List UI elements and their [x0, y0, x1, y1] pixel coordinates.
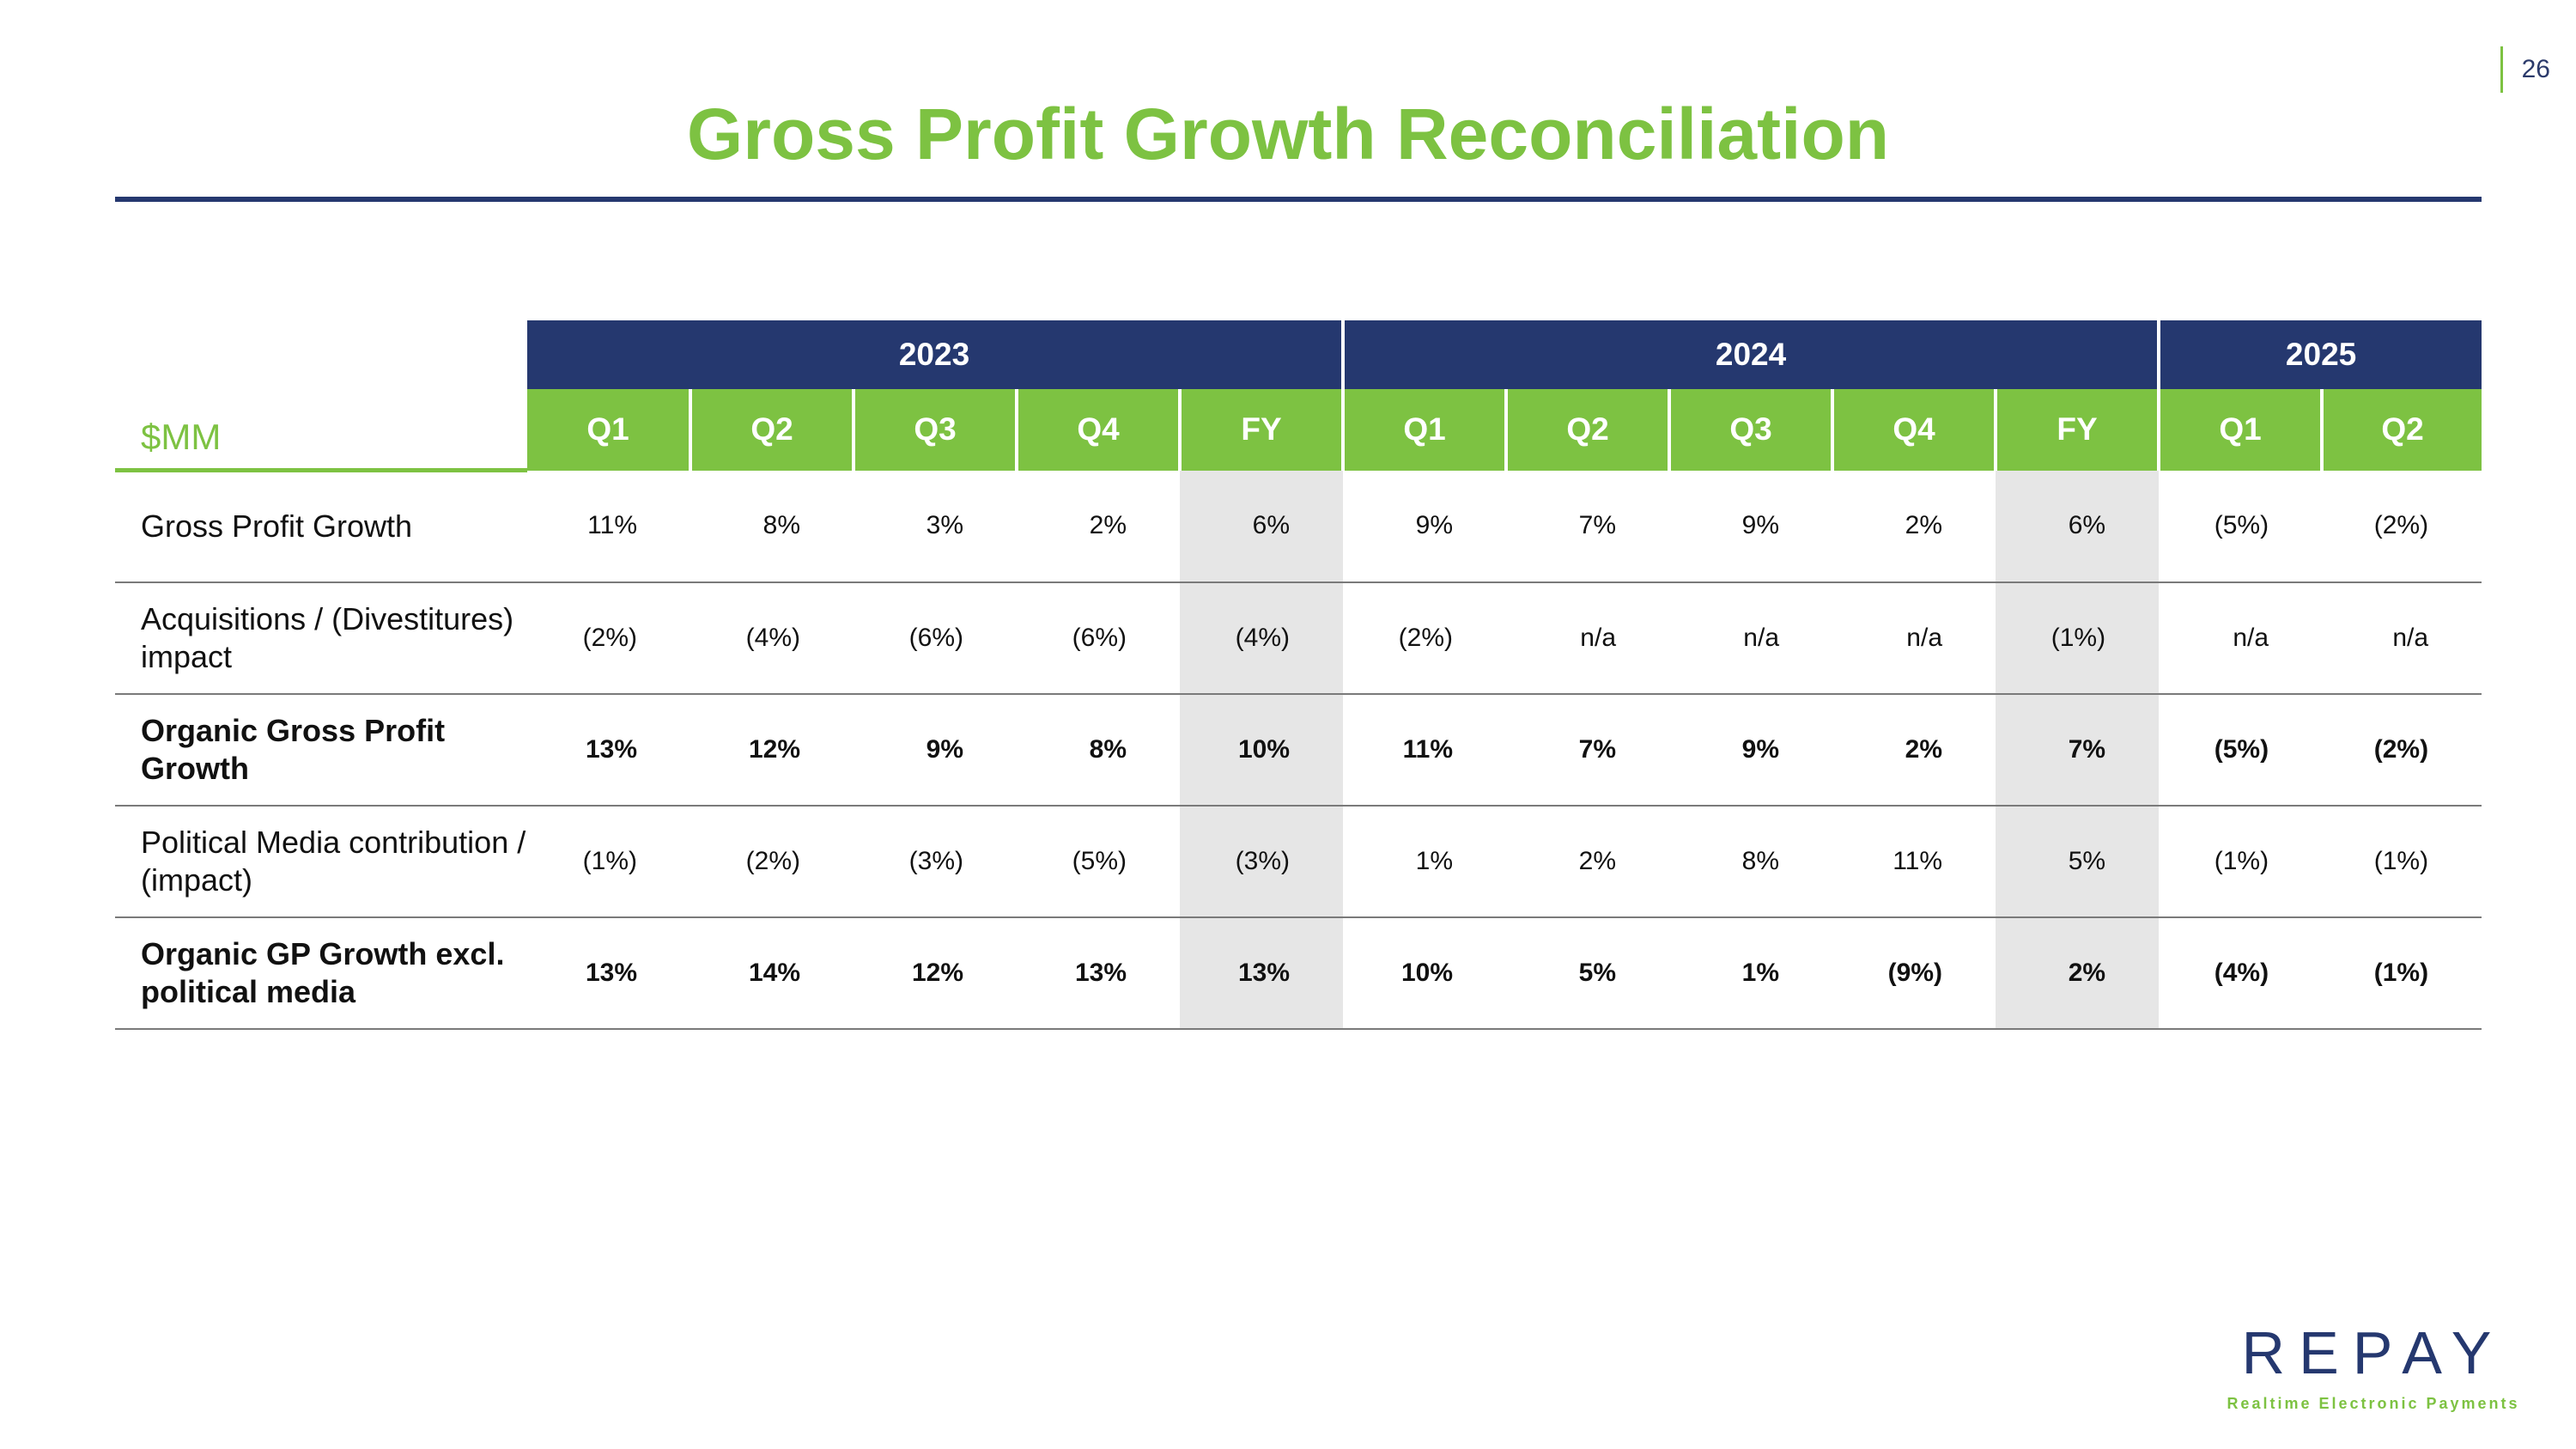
table-cell: 13%	[1017, 916, 1180, 1030]
table-cell: (3%)	[854, 805, 1017, 918]
table-cell: (6%)	[854, 581, 1017, 695]
repay-logo: REPAY Realtime Electronic Payments	[2219, 1323, 2528, 1413]
table-row: Acquisitions / (Divestitures) impact (2%)…	[115, 581, 2482, 695]
table-body: Gross Profit Growth 11% 8% 3% 2% 6% 9% 7% 9% 2% 6%…	[115, 470, 2482, 1030]
table-cell: n/a	[1832, 581, 1996, 695]
table-cell: 5%	[1996, 805, 2160, 918]
table-cell: 11%	[1343, 693, 1507, 807]
table-cell: (5%)	[2159, 693, 2323, 807]
table-cell: 13%	[527, 693, 690, 807]
table-cell: 10%	[1343, 916, 1507, 1030]
table-cell: 5%	[1506, 916, 1670, 1030]
page-number-container: 26	[2500, 46, 2550, 93]
table-cell: n/a	[1669, 581, 1833, 695]
table-cell: 2%	[1832, 693, 1996, 807]
row-label: Gross Profit Growth	[115, 470, 527, 583]
table-cell: 11%	[1832, 805, 1996, 918]
table-cell: 8%	[1017, 693, 1180, 807]
row-label: Organic Gross Profit Growth	[115, 693, 527, 807]
table-cell: 2%	[1996, 916, 2160, 1030]
table-row: Organic GP Growth excl. political media 1…	[115, 916, 2482, 1030]
table-cell: (4%)	[690, 581, 854, 695]
table-cell: 9%	[1669, 693, 1833, 807]
table-cell: 14%	[690, 916, 854, 1030]
table-cell: (3%)	[1180, 805, 1344, 918]
corner-blank	[115, 320, 527, 389]
period-header: FY	[1994, 389, 2160, 471]
table-cell: (9%)	[1832, 916, 1996, 1030]
period-header: FY	[1177, 389, 1344, 471]
table-cell: 12%	[854, 916, 1017, 1030]
row-label: Organic GP Growth excl. political media	[115, 916, 527, 1030]
row-label: Acquisitions / (Divestitures) impact	[115, 581, 527, 695]
year-header-2025: 2025	[2157, 320, 2482, 389]
period-header: Q1	[2157, 389, 2323, 471]
table-cell: (1%)	[2322, 805, 2482, 918]
row-label: Political Media contribution / (impact)	[115, 805, 527, 918]
table-cell: 9%	[854, 693, 1017, 807]
period-header: Q4	[1015, 389, 1180, 471]
year-header-2024: 2024	[1341, 320, 2160, 389]
table-cell: (2%)	[2322, 470, 2482, 583]
year-header-row: 2023 2024 2025	[115, 320, 2482, 389]
table-cell: 13%	[527, 916, 690, 1030]
table-row: Gross Profit Growth 11% 8% 3% 2% 6% 9% 7% 9% 2% 6%…	[115, 470, 2482, 583]
table-cell: 13%	[1180, 916, 1344, 1030]
period-header: Q1	[527, 389, 690, 471]
table-cell: 8%	[1669, 805, 1833, 918]
table-cell: (2%)	[690, 805, 854, 918]
table-cell: 11%	[527, 470, 690, 583]
slide-title: Gross Profit Growth Reconciliation	[686, 94, 1890, 174]
table-cell: (2%)	[527, 581, 690, 695]
table-cell: (1%)	[1996, 581, 2160, 695]
table-cell: 12%	[690, 693, 854, 807]
table-cell: 7%	[1996, 693, 2160, 807]
table-row: Political Media contribution / (impact)(…	[115, 805, 2482, 918]
table-cell: (4%)	[2159, 916, 2323, 1030]
table-cell: 3%	[854, 470, 1017, 583]
period-header: Q4	[1831, 389, 1996, 471]
table-cell: 2%	[1506, 805, 1670, 918]
table-cell: n/a	[2322, 581, 2482, 695]
table-cell: 7%	[1506, 693, 1670, 807]
table-cell: (2%)	[2322, 693, 2482, 807]
period-header: Q2	[1504, 389, 1670, 471]
title-divider	[115, 197, 2482, 202]
page-number: 26	[2521, 55, 2550, 83]
table-cell: 9%	[1343, 470, 1507, 583]
table-cell: (6%)	[1017, 581, 1180, 695]
period-header-row: $MM Q1 Q2 Q3 Q4 FY Q1 Q2 Q3 Q4 FY Q1 Q2	[115, 389, 2482, 472]
table-cell: 2%	[1017, 470, 1180, 583]
table-cell: n/a	[2159, 581, 2323, 695]
table-cell: 6%	[1996, 470, 2160, 583]
logo-tagline: Realtime Electronic Payments	[2227, 1395, 2520, 1412]
table-cell: 10%	[1180, 693, 1344, 807]
period-header: Q3	[1668, 389, 1833, 471]
table-cell: 2%	[1832, 470, 1996, 583]
period-header: Q3	[852, 389, 1017, 471]
table-cell: 1%	[1669, 916, 1833, 1030]
table-cell: 6%	[1180, 470, 1344, 583]
table-cell: (1%)	[2322, 916, 2482, 1030]
table-cell: (5%)	[2159, 470, 2323, 583]
table-cell: n/a	[1506, 581, 1670, 695]
table-cell: 8%	[690, 470, 854, 583]
period-header: Q1	[1341, 389, 1507, 471]
reconciliation-table: 2023 2024 2025 $MM Q1 Q2 Q3 Q4 FY Q1 Q2 Q3 Q4 FY Q1 Q…	[115, 320, 2482, 1030]
table-row: Organic Gross Profit Growth 13% 12% 9% 8% 10%…	[115, 693, 2482, 807]
table-cell: 7%	[1506, 470, 1670, 583]
unit-label: $MM	[115, 389, 527, 472]
table-cell: (4%)	[1180, 581, 1344, 695]
table-cell: 1%	[1343, 805, 1507, 918]
table-cell: (1%)	[2159, 805, 2323, 918]
table-cell: (5%)	[1017, 805, 1180, 918]
table-cell: (2%)	[1343, 581, 1507, 695]
logo-wordmark: REPAY	[2241, 1319, 2506, 1386]
period-header: Q2	[2320, 389, 2482, 471]
table-cell: 9%	[1669, 470, 1833, 583]
period-header: Q2	[689, 389, 854, 471]
table-cell: (1%)	[527, 805, 690, 918]
year-header-2023: 2023	[527, 320, 1344, 389]
